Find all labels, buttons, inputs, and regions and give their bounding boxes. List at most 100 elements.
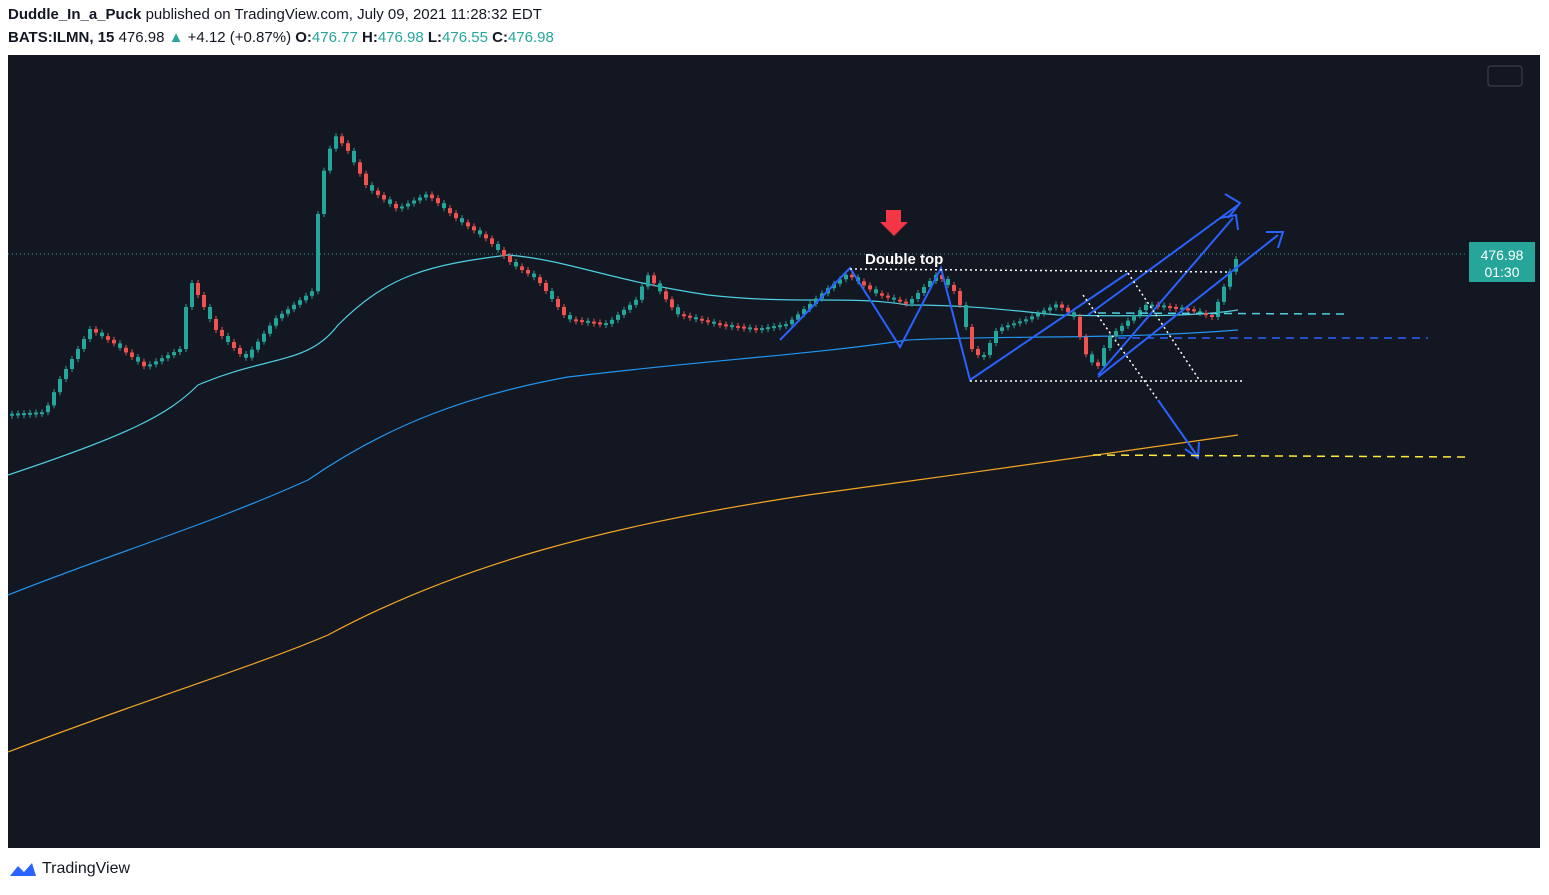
candle [280, 313, 284, 319]
candle [712, 321, 716, 324]
candle [784, 324, 788, 327]
candle [640, 286, 644, 300]
candle [808, 303, 812, 310]
change: +4.12 (+0.87%) [187, 29, 292, 46]
candle [772, 326, 776, 329]
candle [358, 162, 362, 174]
candle [82, 339, 86, 349]
candle [652, 275, 656, 284]
candle [1030, 316, 1034, 320]
candle [1210, 315, 1214, 318]
candle [910, 299, 914, 304]
candle [466, 222, 470, 227]
candle [604, 323, 608, 326]
candle [1222, 286, 1226, 302]
candle [430, 194, 434, 199]
levels [849, 268, 1243, 401]
candle [244, 354, 248, 358]
quote: BATS:ILMN, 15 476.98 ▲ +4.12 (+0.87%) O:… [8, 29, 554, 46]
ma-slow [8, 434, 1239, 753]
author: Duddle_In_a_Puck [8, 6, 142, 23]
pattern [779, 193, 1285, 460]
candle [1186, 308, 1190, 311]
candle [1054, 304, 1058, 308]
candle [592, 321, 596, 324]
candles [10, 133, 1238, 419]
candle [880, 293, 884, 296]
candle [1174, 306, 1178, 309]
candle [460, 218, 464, 223]
candle [364, 173, 368, 186]
candle [892, 297, 896, 300]
candle [964, 305, 968, 327]
candle [328, 148, 332, 171]
candle [352, 150, 356, 163]
candle [472, 226, 476, 231]
candle [184, 307, 188, 349]
candle [706, 320, 710, 323]
candle [202, 295, 206, 307]
candle [1006, 325, 1010, 328]
close-label: C: [492, 29, 508, 46]
button[interactable] [1487, 65, 1523, 87]
candle [424, 194, 428, 198]
candle [790, 319, 794, 325]
candle [370, 185, 374, 191]
candle [1126, 320, 1130, 326]
up-icon: ▲ [168, 29, 184, 46]
ma-fast [8, 254, 1239, 476]
low-label: L: [427, 29, 443, 46]
candle [670, 299, 674, 308]
annotation: Double top [865, 251, 943, 268]
candle [730, 325, 734, 328]
candle [418, 197, 422, 201]
high-label: H: [361, 29, 378, 46]
candle [958, 291, 962, 305]
candle [142, 361, 146, 367]
published: published on TradingView.com, July 09, 2… [145, 6, 542, 23]
candle [1036, 313, 1040, 317]
candle [208, 307, 212, 319]
candle [1000, 327, 1004, 331]
candle [850, 274, 854, 278]
candle [658, 283, 662, 292]
candle [136, 357, 140, 362]
candle [256, 341, 260, 350]
candle [802, 309, 806, 315]
candle [334, 136, 338, 149]
price-tag-bg [1469, 242, 1535, 282]
candle [1120, 325, 1124, 332]
candle [292, 304, 296, 310]
candle [610, 319, 614, 324]
candle [1216, 301, 1220, 317]
candle [628, 304, 632, 310]
candle [796, 314, 800, 320]
candle [346, 143, 350, 151]
candle [166, 355, 170, 359]
candle [214, 319, 218, 330]
candle [298, 300, 302, 305]
candle [538, 277, 542, 283]
candle [688, 315, 692, 318]
candle [262, 333, 266, 342]
candle [928, 281, 932, 287]
candle [316, 214, 320, 292]
candle [1102, 348, 1106, 366]
candle [550, 291, 554, 299]
candle [616, 314, 620, 320]
candle [766, 327, 770, 330]
candle [226, 336, 230, 342]
candle [1114, 331, 1118, 337]
candle [532, 273, 536, 278]
candle [742, 326, 746, 329]
dash-yellow [1092, 454, 1469, 458]
candle [940, 275, 944, 279]
candle [622, 309, 626, 315]
candle [10, 413, 14, 416]
candle [1018, 321, 1022, 324]
candle [1234, 259, 1238, 272]
candle [724, 324, 728, 327]
candle [736, 325, 740, 328]
candle [988, 343, 992, 355]
candle [676, 307, 680, 315]
